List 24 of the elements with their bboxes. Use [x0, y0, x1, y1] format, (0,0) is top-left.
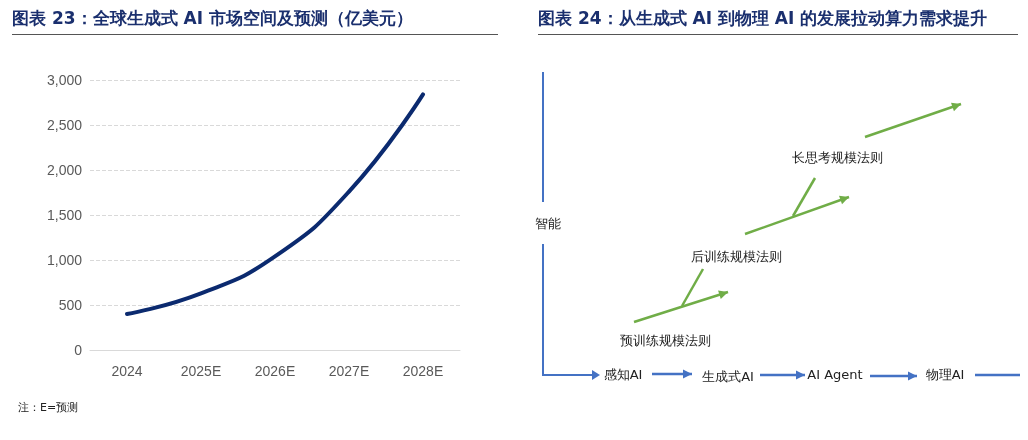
- text: 预训练规模法则: [620, 332, 711, 348]
- text: 感知AI: [603, 366, 643, 382]
- line-series: [125, 92, 425, 316]
- text: 注：E=预测: [18, 400, 79, 415]
- x-tick-label: 2028E: [402, 363, 444, 379]
- y-tick-label: 2,000: [46, 162, 83, 178]
- y-tick-label: 0: [74, 342, 83, 358]
- text: 智能: [535, 215, 561, 231]
- x-tick-label: 2027E: [328, 363, 370, 379]
- text: AI Agent: [807, 366, 863, 382]
- x-tick-label: 2026E: [254, 363, 296, 379]
- text: 物理AI: [925, 366, 965, 382]
- text: 长思考规模法则: [792, 149, 883, 165]
- y-tick-label: 1,000: [46, 252, 83, 268]
- text: 图表 24：从生成式 AI 到物理 AI 的发展拉动算力需求提升: [538, 6, 1018, 35]
- y-tick-label: 2,500: [46, 117, 83, 133]
- text: 后训练规模法则: [691, 248, 782, 264]
- y-tick-label: 500: [58, 297, 83, 313]
- text: 生成式AI: [702, 368, 754, 384]
- y-tick-label: 1,500: [46, 207, 83, 223]
- y-tick-label: 3,000: [46, 72, 83, 88]
- chart-title: 图表 23：全球生成式 AI 市场空间及预测（亿美元）: [12, 6, 498, 35]
- x-tick-label: 2025E: [180, 363, 222, 379]
- x-tick-label: 2024: [111, 363, 143, 379]
